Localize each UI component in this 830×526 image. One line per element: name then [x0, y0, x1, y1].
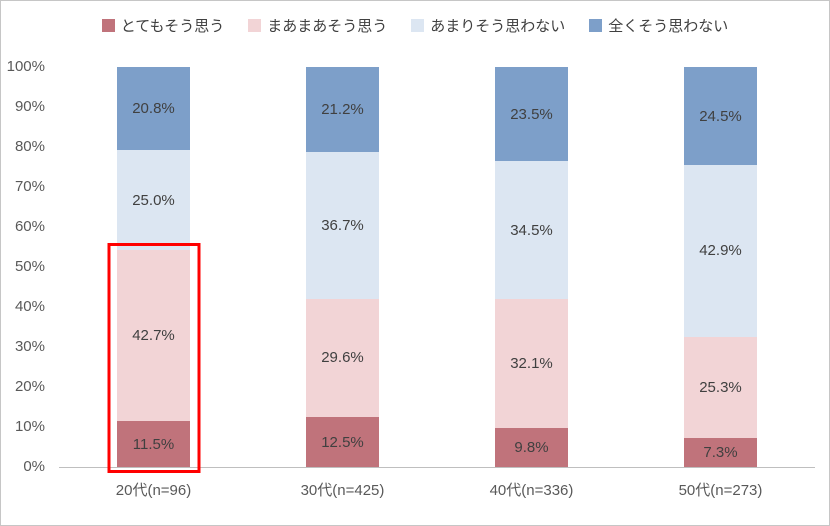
segment-value-label: 9.8% — [514, 438, 549, 456]
segment-value-label: 42.9% — [699, 242, 742, 260]
segment-value-label: 42.7% — [132, 327, 175, 345]
legend-label: あまりそう思わない — [430, 18, 566, 35]
y-axis-tick-label: 30% — [14, 338, 45, 355]
stacked-bar: 7.3% 25.3% 42.9% 24.5% — [684, 67, 757, 467]
y-axis-tick-label: 0% — [23, 458, 45, 475]
bar-segment: 20.8% — [117, 67, 190, 151]
y-axis: 100% 90% 80% 70% 60% 50% 40% 30% 20% 10% 0% — [1, 58, 53, 475]
y-axis-tick-label: 60% — [14, 218, 45, 235]
bar-segment: 32.1% — [495, 299, 568, 428]
x-axis: 20代(n=96) 30代(n=425) 40代(n=336) 50代(n=273) — [59, 479, 815, 500]
bar-segment: 23.5% — [495, 67, 568, 162]
legend-label: まあまあそう思う — [267, 18, 388, 35]
chart-legend: とてもそう思う まあまあそう思う あまりそう思わない 全くそう思わない — [1, 15, 829, 36]
bar-segment: 42.9% — [684, 165, 757, 337]
legend-label: とてもそう思う — [120, 18, 225, 35]
stacked-bar: 12.5% 29.6% 36.7% 21.2% — [306, 67, 379, 467]
bar-segment: 12.5% — [306, 417, 379, 467]
segment-value-label: 36.7% — [321, 216, 364, 234]
y-axis-tick-label: 50% — [14, 258, 45, 275]
segment-value-label: 23.5% — [510, 105, 553, 123]
legend-swatch — [411, 19, 425, 32]
segment-value-label: 24.5% — [699, 107, 742, 125]
x-axis-label: 30代(n=425) — [300, 482, 385, 499]
y-axis-tick-label: 70% — [14, 178, 45, 195]
bar-segment: 25.3% — [684, 336, 757, 438]
y-axis-tick-label: 100% — [6, 58, 45, 75]
legend-swatch — [248, 19, 262, 32]
legend-item: あまりそう思わない — [411, 15, 565, 36]
x-axis-label: 40代(n=336) — [489, 482, 574, 499]
bar-column: 12.5% 29.6% 36.7% 21.2% — [248, 67, 437, 467]
bar-segment: 24.5% — [684, 67, 757, 166]
bar-segment: 42.7% — [117, 250, 190, 421]
x-axis-label: 20代(n=96) — [115, 482, 192, 499]
x-axis-label: 50代(n=273) — [678, 482, 763, 499]
y-axis-tick-label: 80% — [14, 138, 45, 155]
legend-item: とてもそう思う — [101, 15, 225, 36]
y-axis-tick-label: 90% — [14, 98, 45, 115]
segment-value-label: 12.5% — [321, 433, 364, 451]
segment-value-label: 25.0% — [132, 191, 175, 209]
bar-segment: 36.7% — [306, 151, 379, 299]
y-axis-tick-label: 20% — [14, 378, 45, 395]
legend-item: 全くそう思わない — [589, 15, 728, 36]
segment-value-label: 25.3% — [699, 378, 742, 396]
bar-segment: 25.0% — [117, 150, 190, 251]
bar-column: 9.8% 32.1% 34.5% 23.5% — [437, 67, 626, 467]
segment-value-label: 7.3% — [703, 443, 738, 461]
plot-area: 11.5% 42.7% 25.0% 20.8% 12.5% 29.6% 36.7% 21.2%… — [59, 67, 815, 473]
bar-column: 11.5% 42.7% 25.0% 20.8% — [59, 67, 248, 473]
legend-label: 全くそう思わない — [608, 18, 729, 35]
segment-value-label: 20.8% — [132, 100, 175, 118]
bar-segment: 34.5% — [495, 161, 568, 300]
bar-segment: 21.2% — [306, 67, 379, 152]
legend-item: まあまあそう思う — [248, 15, 387, 36]
bar-segment: 11.5% — [117, 421, 190, 467]
segment-value-label: 29.6% — [321, 349, 364, 367]
legend-swatch — [589, 19, 603, 32]
segment-value-label: 32.1% — [510, 355, 553, 373]
stacked-bar: 11.5% 42.7% 25.0% 20.8% — [117, 67, 190, 467]
legend-swatch — [101, 19, 115, 32]
bar-segment: 29.6% — [306, 298, 379, 417]
y-axis-tick-label: 10% — [14, 418, 45, 435]
bar-segment: 7.3% — [684, 437, 757, 467]
segment-value-label: 11.5% — [132, 435, 175, 453]
segment-value-label: 34.5% — [510, 221, 553, 239]
y-axis-tick-label: 40% — [14, 298, 45, 315]
stacked-bar: 9.8% 32.1% 34.5% 23.5% — [495, 67, 568, 467]
bar-column: 7.3% 25.3% 42.9% 24.5% — [626, 67, 815, 467]
bar-segment: 9.8% — [495, 427, 568, 467]
segment-value-label: 21.2% — [321, 100, 364, 118]
